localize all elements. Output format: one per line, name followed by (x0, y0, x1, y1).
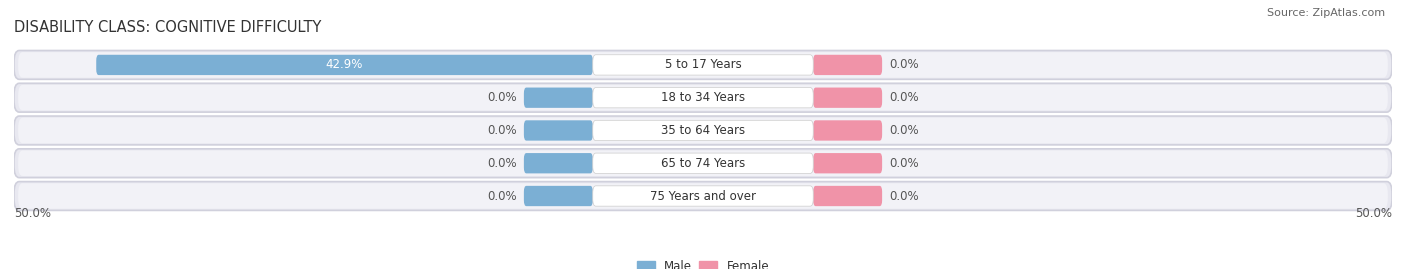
FancyBboxPatch shape (593, 153, 813, 174)
FancyBboxPatch shape (18, 150, 1388, 176)
FancyBboxPatch shape (524, 87, 593, 108)
Text: 50.0%: 50.0% (14, 207, 51, 220)
FancyBboxPatch shape (813, 120, 882, 141)
Legend: Male, Female: Male, Female (633, 255, 773, 269)
FancyBboxPatch shape (813, 153, 882, 174)
FancyBboxPatch shape (96, 55, 593, 75)
Text: 0.0%: 0.0% (889, 157, 918, 170)
FancyBboxPatch shape (18, 85, 1388, 111)
FancyBboxPatch shape (14, 182, 1392, 210)
FancyBboxPatch shape (813, 186, 882, 206)
FancyBboxPatch shape (593, 55, 813, 75)
Text: 0.0%: 0.0% (889, 58, 918, 72)
FancyBboxPatch shape (14, 149, 1392, 178)
Text: 0.0%: 0.0% (488, 157, 517, 170)
Text: 0.0%: 0.0% (488, 189, 517, 203)
FancyBboxPatch shape (14, 51, 1392, 79)
Text: 75 Years and over: 75 Years and over (650, 189, 756, 203)
FancyBboxPatch shape (524, 186, 593, 206)
Text: DISABILITY CLASS: COGNITIVE DIFFICULTY: DISABILITY CLASS: COGNITIVE DIFFICULTY (14, 20, 322, 35)
Text: Source: ZipAtlas.com: Source: ZipAtlas.com (1267, 8, 1385, 18)
FancyBboxPatch shape (18, 183, 1388, 209)
FancyBboxPatch shape (14, 116, 1392, 145)
FancyBboxPatch shape (14, 83, 1392, 112)
Text: 35 to 64 Years: 35 to 64 Years (661, 124, 745, 137)
Text: 0.0%: 0.0% (488, 91, 517, 104)
Text: 5 to 17 Years: 5 to 17 Years (665, 58, 741, 72)
FancyBboxPatch shape (593, 87, 813, 108)
Text: 0.0%: 0.0% (889, 189, 918, 203)
FancyBboxPatch shape (813, 55, 882, 75)
Text: 42.9%: 42.9% (326, 58, 363, 72)
FancyBboxPatch shape (593, 186, 813, 206)
FancyBboxPatch shape (593, 120, 813, 141)
FancyBboxPatch shape (524, 153, 593, 174)
Text: 18 to 34 Years: 18 to 34 Years (661, 91, 745, 104)
FancyBboxPatch shape (18, 118, 1388, 143)
Text: 65 to 74 Years: 65 to 74 Years (661, 157, 745, 170)
FancyBboxPatch shape (18, 52, 1388, 78)
Text: 50.0%: 50.0% (1355, 207, 1392, 220)
FancyBboxPatch shape (813, 87, 882, 108)
FancyBboxPatch shape (524, 120, 593, 141)
Text: 0.0%: 0.0% (889, 124, 918, 137)
Text: 0.0%: 0.0% (889, 91, 918, 104)
Text: 0.0%: 0.0% (488, 124, 517, 137)
